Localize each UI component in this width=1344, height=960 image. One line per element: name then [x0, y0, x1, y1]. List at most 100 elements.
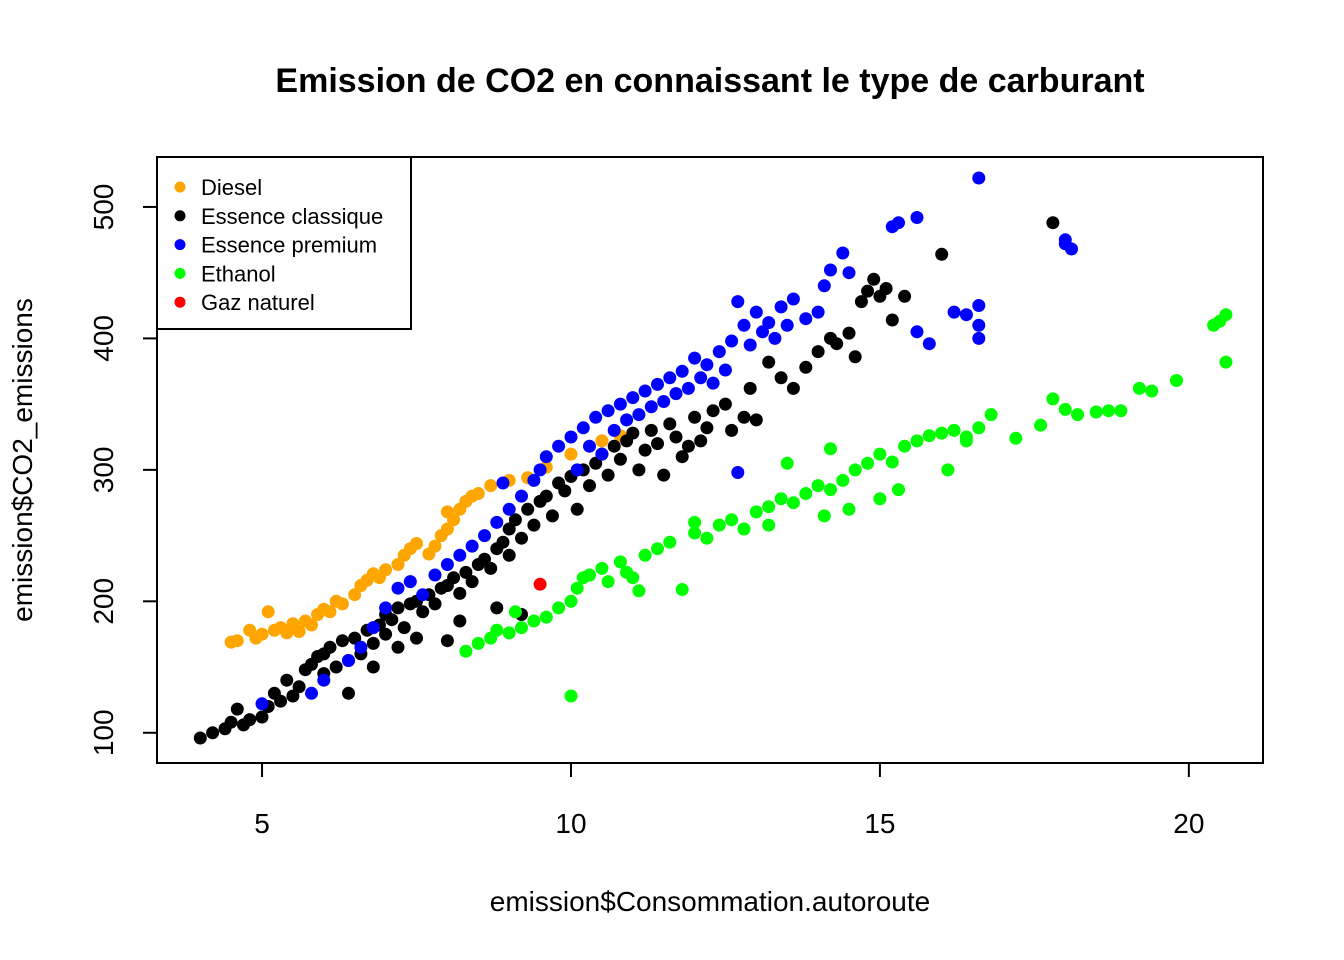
point-ethanol [570, 581, 584, 595]
point-ethanol [842, 502, 856, 516]
y-tick-label: 100 [88, 709, 119, 756]
point-ethanol [508, 605, 522, 619]
point-essence-classique [613, 452, 627, 466]
point-ethanol [1089, 405, 1103, 419]
point-essence-classique [545, 509, 559, 523]
point-essence-classique [935, 247, 949, 261]
point-essence-classique [589, 456, 603, 470]
point-ethanol [1058, 402, 1072, 416]
point-essence-classique [286, 689, 300, 703]
point-essence-premium [972, 171, 986, 185]
point-essence-premium [780, 318, 794, 332]
point-essence-premium [552, 439, 566, 453]
point-ethanol [688, 515, 702, 529]
point-ethanol [626, 571, 640, 585]
point-essence-premium [768, 331, 782, 345]
point-ethanol [1071, 408, 1085, 422]
point-ethanol [786, 496, 800, 510]
point-essence-premium [947, 305, 961, 319]
point-ethanol [910, 434, 924, 448]
point-essence-premium [626, 391, 640, 405]
point-ethanol [873, 447, 887, 461]
point-essence-premium [453, 548, 467, 562]
point-essence-classique [224, 715, 238, 729]
point-essence-premium [731, 466, 745, 479]
point-ethanol [972, 421, 986, 435]
legend-box [156, 156, 412, 330]
point-essence-classique [428, 597, 442, 611]
point-essence-classique [391, 640, 405, 654]
point-essence-classique [830, 337, 844, 351]
legend-marker-ethanol [174, 267, 186, 279]
point-diesel [261, 605, 275, 619]
point-essence-classique [842, 326, 856, 340]
point-ethanol [725, 513, 739, 527]
point-essence-classique [743, 381, 757, 395]
point-essence-premium [342, 654, 355, 667]
point-essence-classique [379, 627, 393, 641]
point-essence-classique [243, 713, 257, 727]
point-essence-premium [959, 308, 973, 322]
x-axis-label: emission$Consommation.autoroute [490, 886, 930, 917]
point-essence-premium [756, 325, 769, 339]
point-essence-premium [762, 316, 776, 330]
point-essence-premium [632, 408, 646, 422]
point-essence-classique [725, 423, 739, 437]
legend-marker-gaz-naturel [174, 296, 186, 308]
point-ethanol [552, 601, 566, 615]
point-essence-premium [737, 318, 751, 332]
point-essence-premium [842, 266, 856, 280]
point-ethanol [515, 621, 528, 635]
point-ethanol [873, 492, 887, 506]
point-diesel [391, 558, 405, 571]
point-essence-classique [737, 410, 751, 424]
point-essence-classique [638, 443, 652, 457]
point-essence-premium [731, 295, 745, 309]
point-essence-classique [459, 565, 473, 579]
point-essence-classique [465, 575, 479, 589]
point-essence-premium [657, 395, 671, 408]
point-essence-classique [447, 571, 461, 585]
point-ethanol [898, 439, 912, 453]
point-essence-classique [688, 410, 702, 424]
point-essence-premium [972, 331, 986, 345]
x-tick-label: 10 [555, 808, 586, 839]
point-essence-premium [607, 423, 621, 437]
point-essence-classique [397, 621, 411, 635]
point-essence-classique [706, 404, 720, 418]
point-essence-classique [601, 468, 615, 482]
point-essence-classique [867, 272, 881, 286]
point-essence-classique [718, 397, 732, 411]
point-essence-classique [521, 502, 535, 516]
point-ethanol [712, 518, 726, 532]
point-essence-premium [811, 305, 825, 319]
legend: Diesel Essence classique Essence premium Et… [156, 156, 412, 330]
point-essence-premium [416, 588, 430, 602]
point-ethanol [935, 426, 949, 440]
point-ethanol [836, 473, 850, 487]
point-essence-premium [620, 413, 634, 427]
point-essence-premium [255, 697, 269, 711]
point-diesel [280, 626, 294, 640]
point-essence-classique [811, 345, 825, 359]
point-ethanol [984, 408, 998, 422]
chart-title: Emission de CO2 en connaissant le type d… [275, 62, 1144, 100]
x-tick-label: 15 [864, 808, 895, 839]
point-ethanol [539, 610, 553, 624]
point-essence-classique [193, 731, 207, 745]
point-essence-premium [910, 325, 924, 339]
point-ethanol [613, 555, 627, 569]
point-ethanol [1114, 404, 1128, 418]
point-essence-classique [206, 726, 220, 740]
point-diesel [335, 597, 349, 611]
point-ethanol [848, 463, 862, 477]
y-tick-label: 300 [88, 447, 119, 494]
point-essence-classique [453, 614, 467, 628]
point-essence-classique [774, 371, 788, 385]
point-diesel [230, 634, 244, 648]
point-ethanol [824, 483, 837, 497]
point-diesel [348, 588, 362, 602]
point-essence-premium [539, 450, 553, 464]
point-essence-classique [626, 426, 640, 440]
